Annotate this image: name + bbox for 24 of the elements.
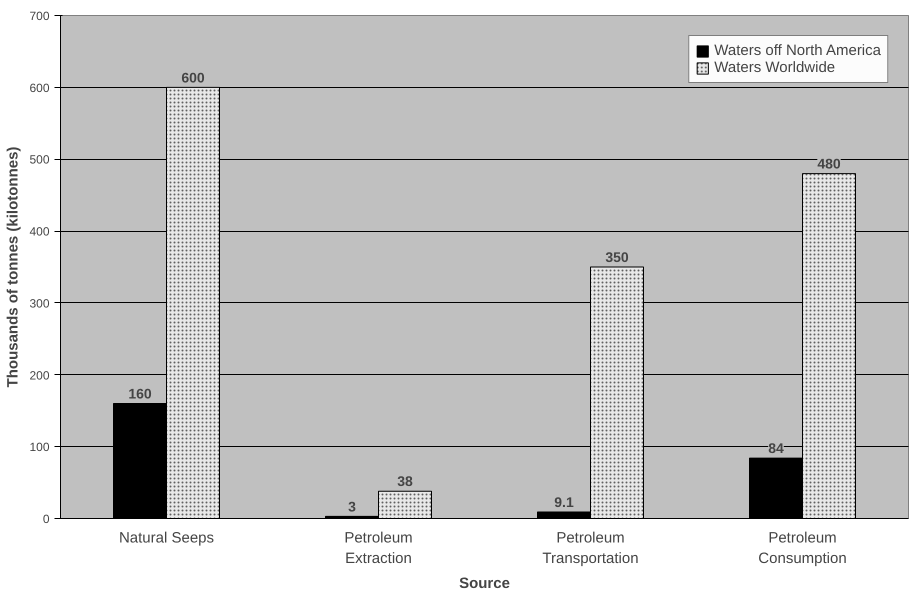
legend-label: Waters Worldwide	[714, 59, 836, 76]
y-tick-label: 100	[29, 440, 50, 454]
y-tick-label: 600	[29, 80, 50, 95]
data-label: 600	[181, 69, 205, 86]
y-tick-label: 300	[29, 296, 50, 310]
data-label: 3	[348, 498, 356, 514]
data-label: 480	[817, 156, 841, 172]
y-tick-label: 400	[29, 224, 50, 239]
data-label: 84	[768, 440, 784, 456]
data-label: 9.1	[554, 494, 574, 510]
data-label: 38	[397, 473, 413, 490]
x-tick-label: Petroleum Extraction	[344, 530, 413, 567]
x-axis-title: Source	[459, 574, 510, 592]
y-tick-label: 200	[29, 368, 50, 382]
x-tick-label: Natural Seeps	[118, 530, 214, 546]
x-tick-label: Petroleum Transportation	[542, 530, 639, 567]
y-axis-title: Thousands of tonnes (kilotonnes)	[4, 146, 22, 388]
y-tick-label: 0	[42, 512, 50, 526]
data-label: 160	[128, 386, 152, 402]
y-tick-label: 700	[29, 9, 50, 23]
y-tick-label: 500	[29, 152, 50, 167]
legend-label: Waters off North America	[714, 42, 881, 59]
x-tick-label: Petroleum Consumption	[758, 530, 847, 567]
data-label: 350	[605, 249, 629, 265]
